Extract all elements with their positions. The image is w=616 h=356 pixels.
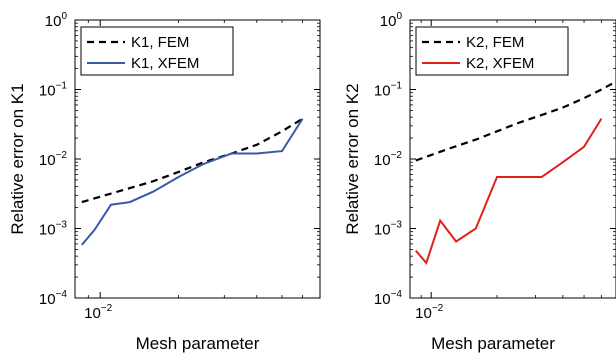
x-axis-label: Mesh parameter (136, 334, 260, 353)
series-line-k1-fem (81, 117, 304, 204)
x-tick-label: 10−2 (84, 303, 113, 322)
series-line-k2-fem (415, 80, 616, 162)
series-group (81, 117, 304, 246)
y-axis-label: Relative error on K2 (343, 83, 362, 234)
y-tick-label: 10−3 (374, 220, 403, 239)
chart-panel-1: 100 10−1 10−2 10−3 10−4 10−2 Mesh parameter Rel… (8, 11, 321, 353)
x-axis-label: Mesh parameter (431, 334, 555, 353)
legend-label: K1, FEM (131, 34, 189, 51)
legend-box (80, 26, 234, 76)
legend-label: K2, XFEM (466, 55, 534, 72)
series-line-k1-xfem (81, 118, 304, 246)
legend-box (415, 26, 569, 76)
y-tick-label: 100 (380, 11, 403, 30)
x-tick-label: 10−2 (415, 303, 444, 322)
y-axis-label: Relative error on K1 (8, 83, 27, 234)
y-tick-label: 10−4 (374, 289, 403, 308)
series-line-k2-xfem (415, 118, 603, 265)
y-tick-label: 10−1 (374, 81, 403, 100)
y-tick-label: 10−2 (374, 150, 403, 169)
y-tick-label: 10−1 (39, 81, 68, 100)
series-group (415, 80, 616, 265)
y-tick-label: 10−4 (39, 289, 68, 308)
legend-label: K2, FEM (466, 34, 524, 51)
chart-panel-2: 100 10−1 10−2 10−3 10−4 10−2 Mesh parameter Rel… (343, 11, 616, 353)
legend-label: K1, XFEM (131, 55, 199, 72)
y-tick-label: 10−2 (39, 150, 68, 169)
y-tick-label: 10−3 (39, 220, 68, 239)
y-tick-label: 100 (45, 11, 68, 30)
